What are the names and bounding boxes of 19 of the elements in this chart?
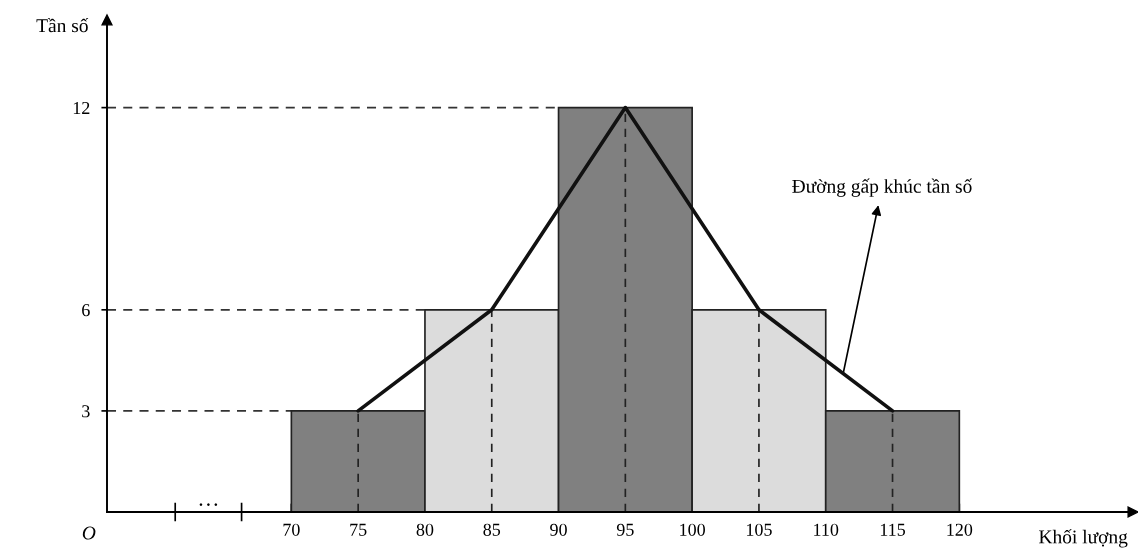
x-tick-label: 105 — [746, 523, 772, 536]
x-tick-label: 85 — [483, 523, 501, 536]
x-tick-label: 100 — [680, 523, 705, 536]
y-axis-title: Tần số — [36, 17, 89, 33]
x-tick-label: 70 — [283, 523, 300, 536]
annotation: Đường gấp khúc tần số — [792, 178, 973, 197]
x-tick-label: 90 — [550, 523, 567, 536]
x-tick-label: 110 — [814, 523, 839, 536]
y-tick-label: 3 — [82, 405, 90, 418]
x-tick-label: 120 — [947, 523, 973, 536]
x-tick-label: 95 — [616, 523, 634, 536]
y-tick-label: 6 — [82, 304, 90, 317]
x-tick-label: 75 — [350, 523, 367, 536]
y-tick-label: 12 — [73, 101, 90, 114]
x-axis-title: Khối lượng — [1039, 529, 1128, 548]
x-tick-label: 80 — [416, 523, 434, 536]
text: O — [82, 526, 96, 540]
x-tick-label: 115 — [880, 523, 906, 536]
annotation: … — [199, 503, 218, 506]
